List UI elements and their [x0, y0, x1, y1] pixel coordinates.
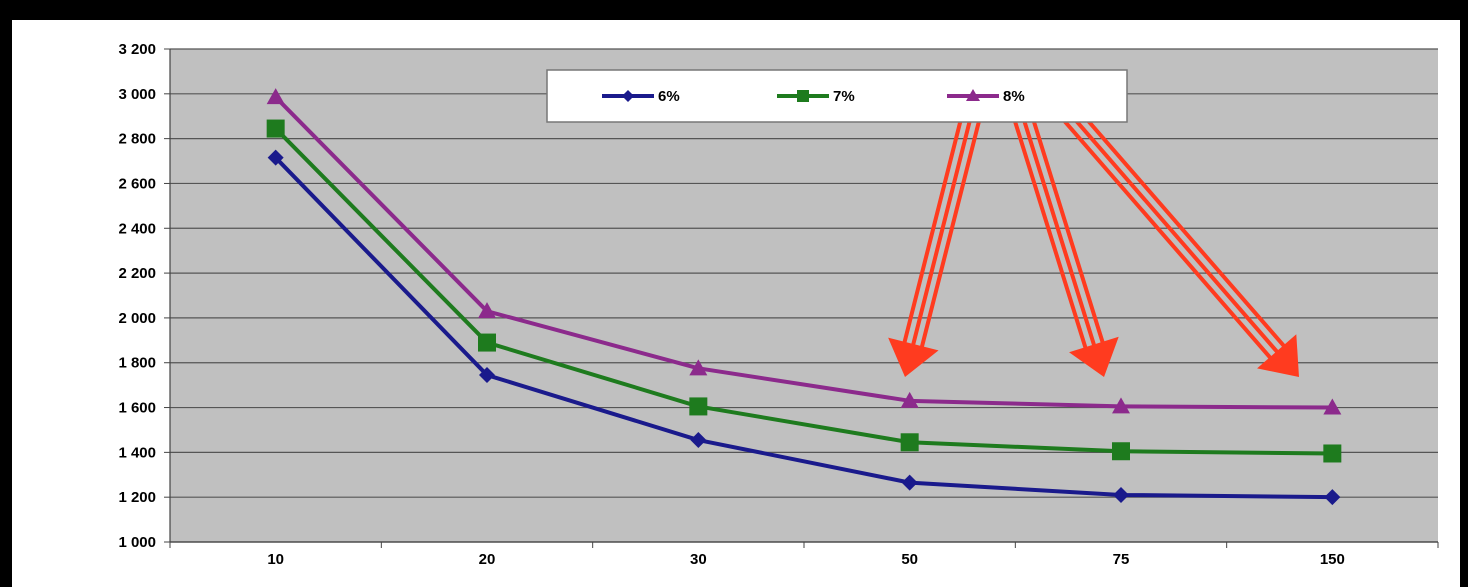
annotation-arrow — [1063, 108, 1299, 377]
legend-label: 7% — [833, 88, 855, 105]
arrow-shaft — [911, 118, 972, 347]
y-tick-label: 3 200 — [118, 41, 156, 58]
annotation-arrow — [1013, 115, 1119, 377]
series-line-2 — [274, 127, 1333, 456]
arrow-head — [1069, 336, 1119, 377]
arrow-shaft — [902, 115, 964, 344]
x-tick-label: 30 — [690, 551, 707, 568]
data-point-triangle — [966, 89, 980, 101]
arrow-shaft — [1076, 108, 1286, 348]
data-point-square — [1112, 442, 1130, 461]
plot-area — [170, 49, 1438, 542]
axes: 1 000 1 200 1 400 1 600 1 800 2 000 2 200 2 400… — [118, 41, 1439, 568]
y-tick-label: 2 800 — [118, 131, 156, 148]
data-point-triangle — [478, 302, 496, 319]
y-tick-label: 2 400 — [118, 220, 156, 237]
data-point-diamond — [690, 432, 707, 449]
data-point-square — [689, 397, 708, 416]
annotation-arrow — [888, 115, 981, 377]
y-tick-label: 2 200 — [118, 265, 156, 282]
x-tick-label: 20 — [479, 551, 496, 568]
x-tick-label: 50 — [901, 551, 918, 568]
data-point-square — [797, 90, 809, 102]
y-tick-label: 3 000 — [118, 86, 156, 103]
arrow-shaft — [1063, 119, 1272, 360]
annotation-arrows — [888, 108, 1299, 377]
line-chart: 1 000 1 200 1 400 1 600 1 800 2 000 2 200 2 400… — [118, 41, 1439, 568]
series-lines — [266, 88, 1342, 506]
data-point-diamond — [901, 474, 918, 491]
y-tick-label: 1 600 — [118, 400, 156, 417]
arrow-shaft — [1022, 118, 1096, 347]
data-point-diamond — [1113, 486, 1129, 503]
x-tick-label: 150 — [1320, 551, 1345, 568]
chart-container: 1 000 1 200 1 400 1 600 1 800 2 000 2 200 2 400… — [12, 20, 1460, 587]
legend: 6% 7% 8% — [546, 69, 1128, 123]
data-point-square — [1323, 444, 1342, 463]
arrow-shaft — [1030, 115, 1105, 344]
arrow-head — [888, 337, 939, 377]
gridlines — [170, 48, 1438, 543]
series-line-3 — [274, 95, 1333, 410]
data-point-square — [900, 433, 919, 452]
data-point-triangle — [1323, 398, 1342, 415]
data-point-triangle — [1112, 397, 1130, 414]
arrow-head — [1257, 334, 1299, 377]
legend-label: 8% — [1003, 88, 1025, 105]
data-point-square — [478, 333, 496, 352]
y-tick-label: 1 800 — [118, 355, 156, 372]
data-point-square — [266, 119, 285, 138]
data-point-triangle — [689, 359, 708, 376]
data-point-triangle — [900, 391, 919, 408]
data-point-diamond — [479, 367, 495, 384]
data-point-diamond — [267, 149, 284, 166]
x-tick-label: 75 — [1113, 551, 1130, 568]
y-tick-label: 1 200 — [118, 489, 156, 506]
y-tick-label: 1 000 — [118, 534, 156, 551]
data-point-diamond — [622, 90, 634, 102]
arrow-shaft — [920, 120, 981, 349]
arrow-shaft — [1013, 120, 1088, 350]
y-tick-label: 1 400 — [118, 444, 156, 461]
legend-label: 6% — [658, 88, 680, 105]
x-tick-label: 10 — [267, 551, 284, 568]
series-line-1 — [274, 156, 1333, 500]
arrow-shaft — [1070, 114, 1279, 354]
y-tick-label: 2 000 — [118, 310, 156, 327]
data-point-diamond — [1324, 489, 1341, 506]
data-point-triangle — [266, 88, 285, 105]
y-tick-label: 2 600 — [118, 175, 156, 192]
